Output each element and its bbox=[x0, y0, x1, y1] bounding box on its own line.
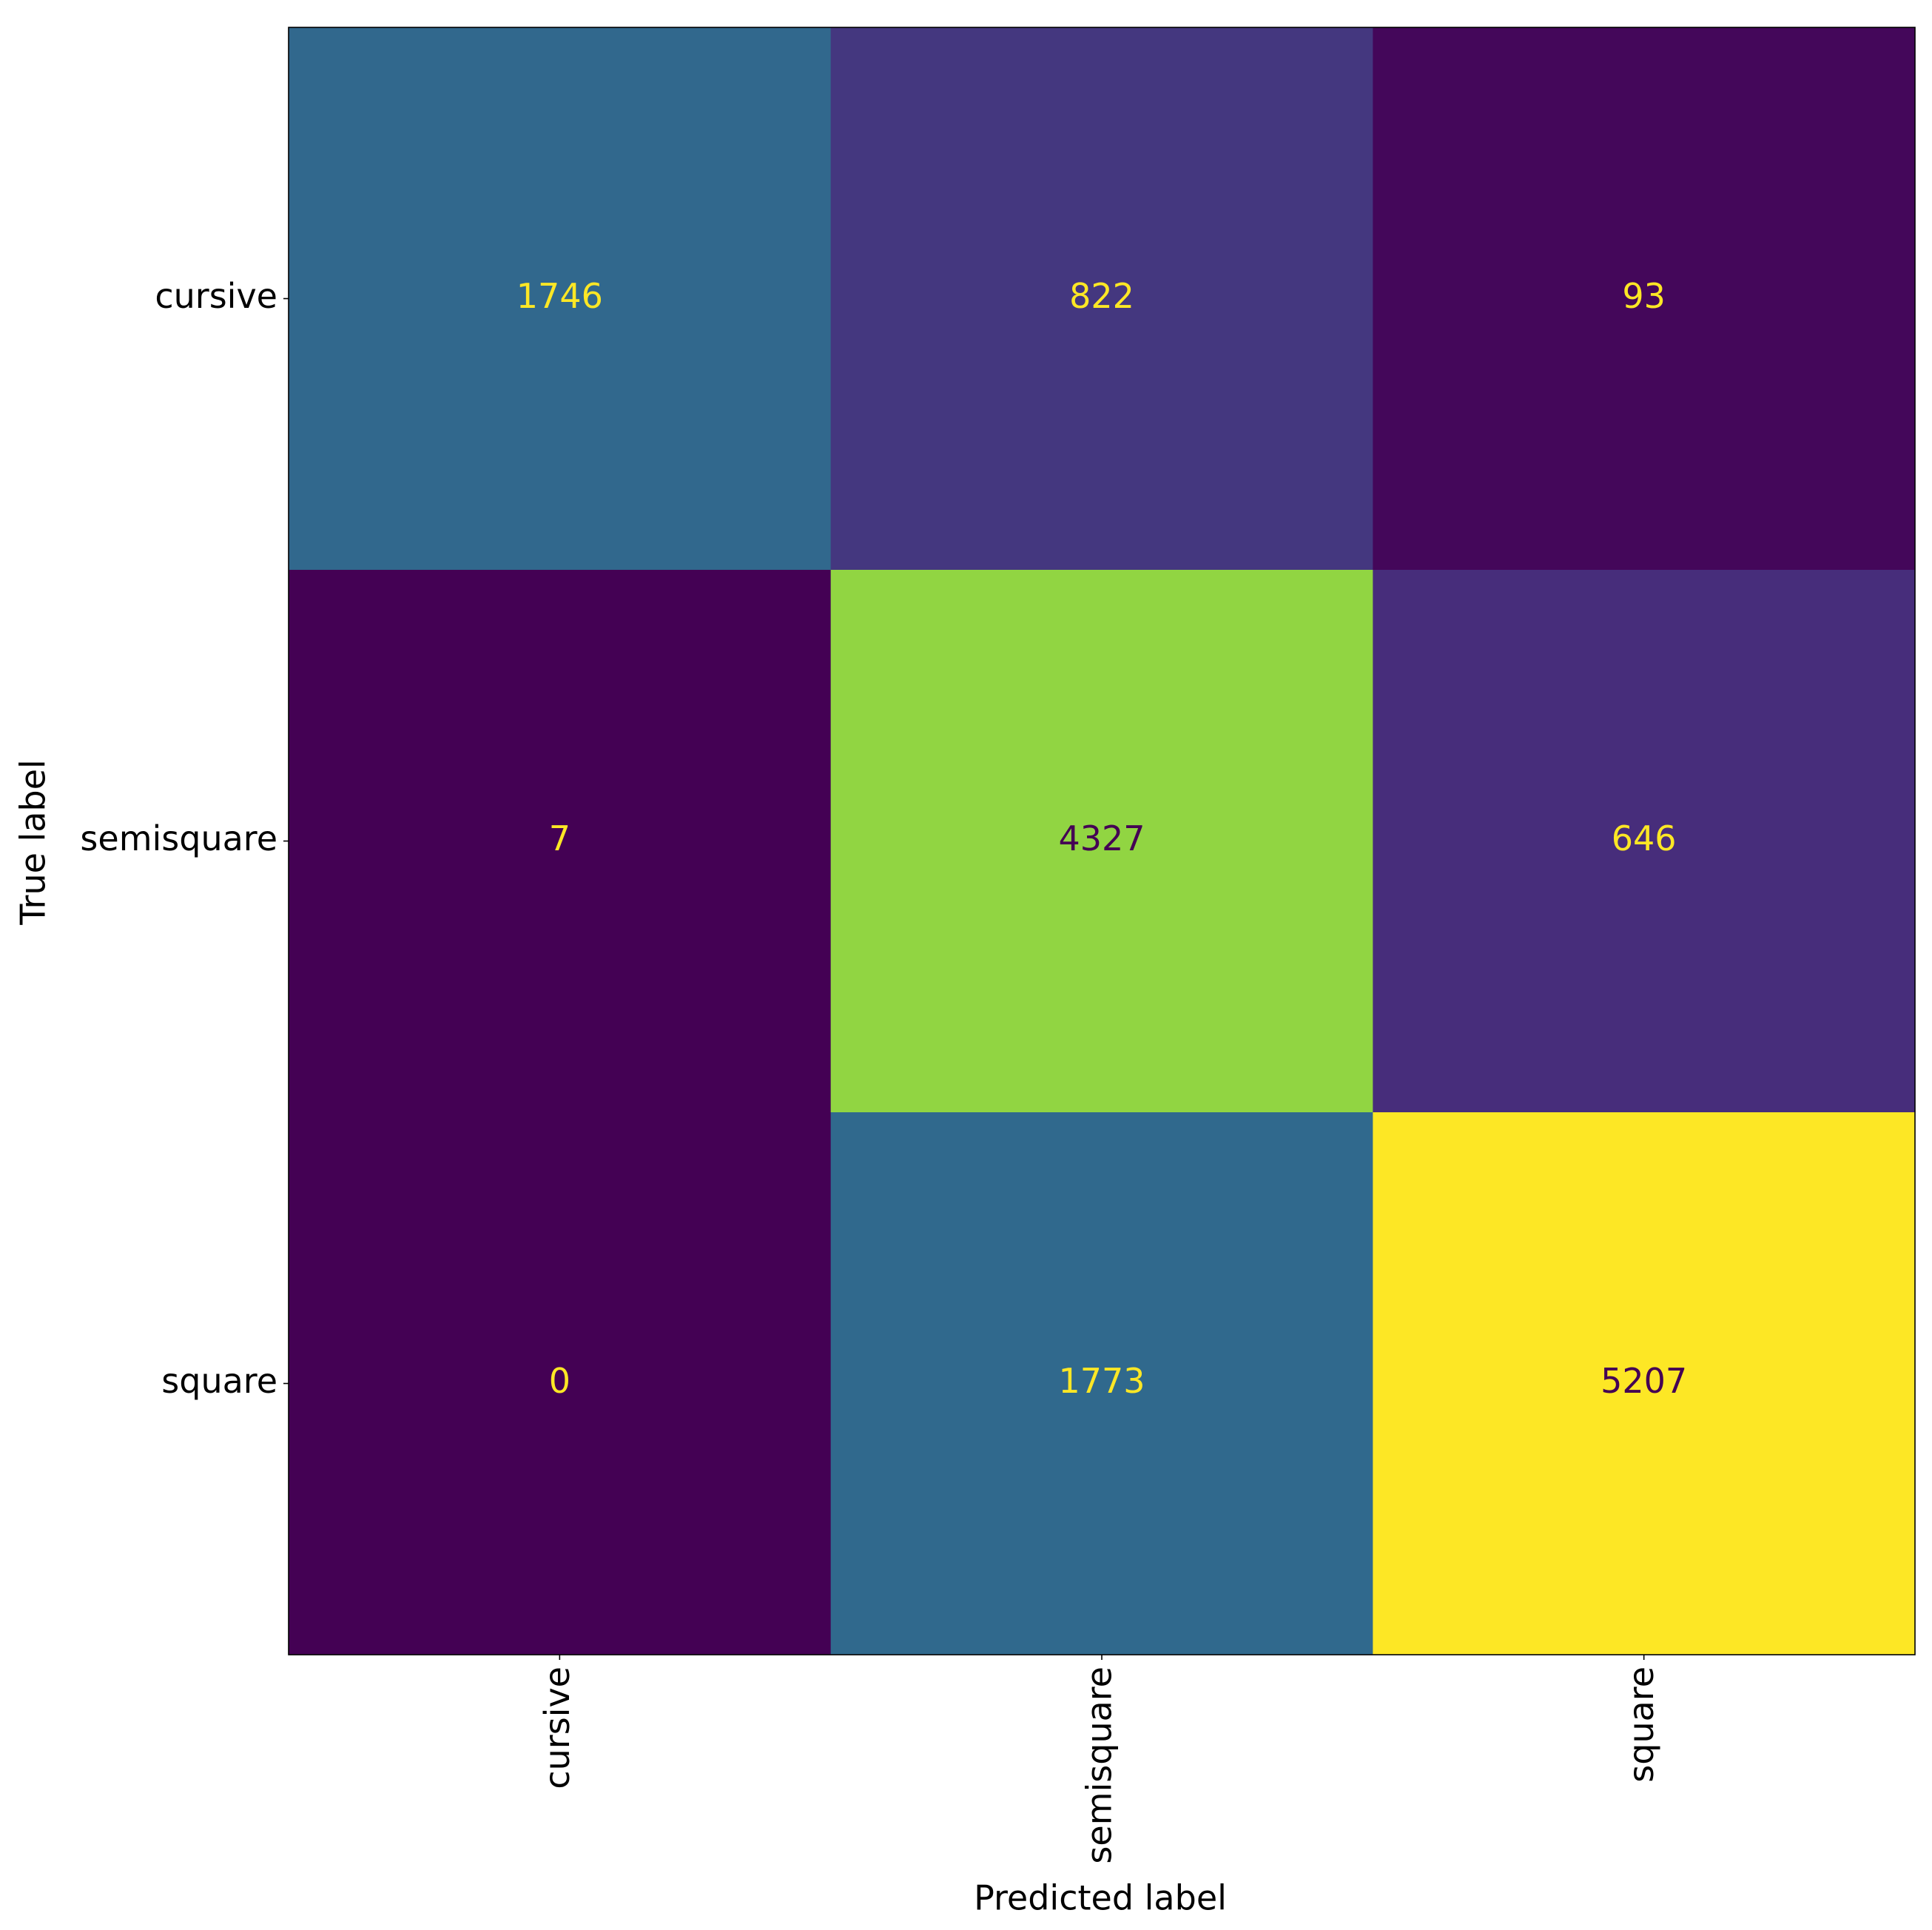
x-tick-label: semisquare bbox=[1080, 1667, 1120, 1864]
y-tick-label: square bbox=[161, 1361, 277, 1401]
cell-value-label: 1746 bbox=[516, 276, 603, 316]
cell-value-label: 0 bbox=[549, 1361, 570, 1401]
x-tick-label: cursive bbox=[537, 1667, 577, 1789]
cell bbox=[830, 570, 1373, 1113]
cell bbox=[1373, 27, 1916, 571]
cell bbox=[289, 27, 832, 571]
cell bbox=[289, 1112, 832, 1655]
cell bbox=[830, 1112, 1373, 1655]
heatmap-cells bbox=[289, 27, 1916, 1655]
x-tick-label: square bbox=[1621, 1667, 1661, 1783]
cell-value-label: 1773 bbox=[1058, 1361, 1145, 1401]
x-axis-label: Predicted label bbox=[974, 1878, 1227, 1918]
cell bbox=[1373, 1112, 1916, 1655]
y-axis-label: True label bbox=[13, 759, 53, 926]
cell-value-label: 5207 bbox=[1601, 1361, 1687, 1401]
cell bbox=[830, 27, 1373, 571]
cell-value-label: 646 bbox=[1612, 818, 1677, 858]
cell-value-label: 7 bbox=[549, 818, 570, 858]
cell bbox=[289, 570, 832, 1113]
cell-value-label: 822 bbox=[1069, 276, 1134, 316]
y-tick-label: semisquare bbox=[80, 818, 277, 858]
cell bbox=[1373, 570, 1916, 1113]
cell-value-label: 93 bbox=[1622, 276, 1666, 316]
y-tick-label: cursive bbox=[155, 276, 277, 316]
cell-value-label: 4327 bbox=[1058, 818, 1145, 858]
